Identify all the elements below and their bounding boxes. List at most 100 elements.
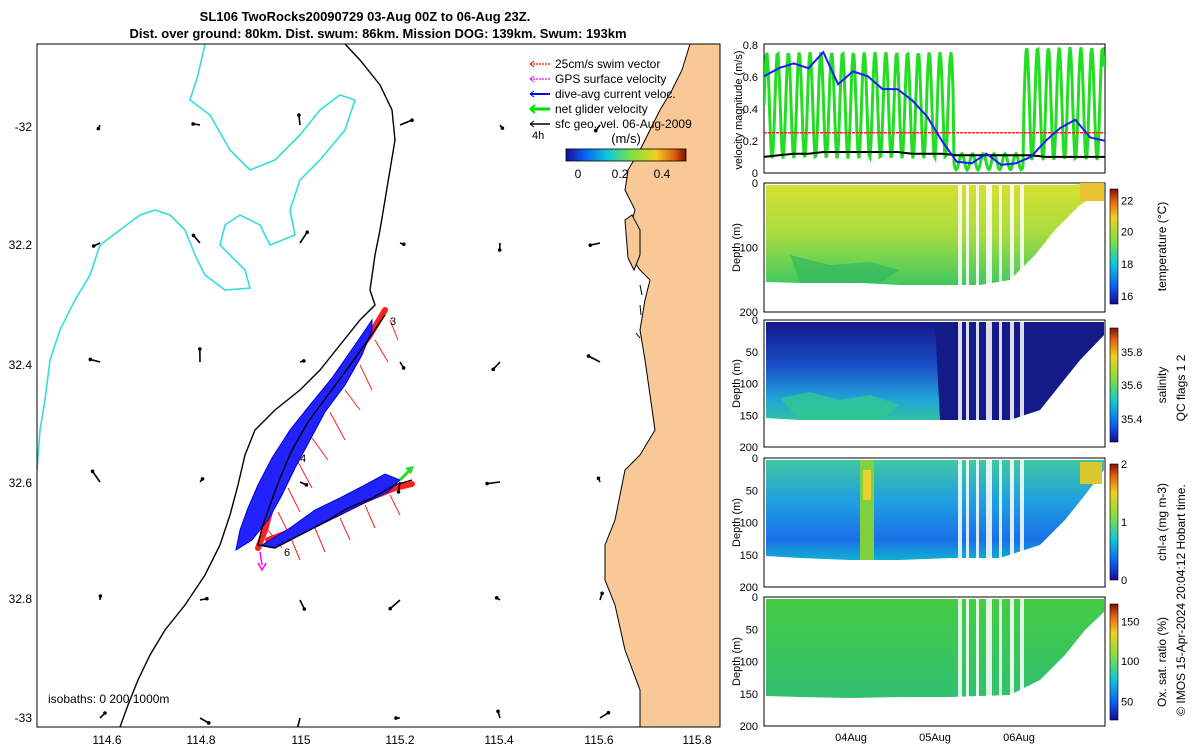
geo-arrow-tip: [302, 359, 306, 363]
velocity-panel: 0 0.2 0.4 0.6 0.8 velocity magnitude (m/…: [733, 40, 1106, 180]
lat-tick: 32.6: [9, 476, 33, 490]
profile-colorbar: [1109, 188, 1119, 305]
data-gap: [966, 598, 969, 725]
current-vectors: [235, 318, 401, 552]
net-velocity-arrowhead: [405, 466, 414, 474]
map-lon-ticks: 114.6 114.8 115 115.2 115.4 115.6 115.8: [92, 733, 711, 747]
data-gap: [986, 321, 992, 446]
profile-oxygen: [763, 596, 1106, 727]
depth-ylabel: Depth (m): [731, 223, 743, 272]
geo-arrow-tip: [191, 233, 196, 238]
profile-label: chl-a (mg m-3): [1155, 483, 1169, 561]
net-velocity-arrow: [398, 468, 412, 482]
data-gap: [966, 321, 969, 446]
map-colorbar-label: (m/s): [611, 131, 641, 146]
data-gap: [999, 184, 1002, 311]
depth-tick: 150: [740, 689, 758, 701]
geo-arrow-tip: [103, 711, 107, 715]
data-gap: [1020, 321, 1024, 446]
depth-tick: 100: [740, 657, 758, 669]
depth-ylabel: Depth (m): [731, 637, 743, 686]
data-gap: [1020, 184, 1024, 311]
lon-tick: 114.8: [186, 733, 215, 747]
colorbar-tick: 35.4: [1121, 414, 1142, 426]
isobath-200m: [119, 44, 396, 727]
colorbar-tick: 2: [1121, 459, 1127, 471]
geo-arrow-tip: [304, 483, 309, 487]
profile-panels: [763, 182, 1106, 727]
depth-tick: 50: [746, 624, 758, 636]
colorbar-tick: 150: [1121, 616, 1139, 628]
map-colorbar-tick: 0.2: [612, 167, 629, 181]
data-gap: [999, 321, 1002, 446]
lon-tick: 115.8: [682, 733, 711, 747]
legend-label-current: dive-avg current veloc.: [555, 87, 676, 101]
track-marker-4h: 4h: [532, 130, 544, 142]
geo-arrow-tip: [191, 122, 195, 126]
depth-tick: 50: [746, 485, 758, 497]
depth-tick: 100: [740, 243, 758, 255]
geo-arrow: [299, 231, 308, 244]
geo-arrow-tip: [485, 481, 489, 486]
geo-arrow: [296, 717, 301, 727]
geo-arrow-tip: [593, 128, 598, 133]
map-panel: 3 4 6 4h 114.6 114.8 115 115.2 115.4 115…: [9, 43, 721, 747]
time-tick: 04Aug: [835, 732, 867, 744]
geo-arrow-tip: [494, 596, 499, 600]
data-gap: [976, 459, 979, 586]
geo-arrow-tip: [596, 476, 601, 481]
geo-arrow: [486, 481, 501, 485]
geo-arrow-tip: [96, 126, 101, 131]
data-gap: [999, 459, 1002, 586]
depth-tick: 150: [740, 550, 758, 562]
map-colorbar: [565, 148, 687, 162]
depth-tick: 0: [752, 453, 758, 465]
vel-ytick: 0.8: [743, 40, 758, 52]
profile-chla: [763, 457, 1106, 588]
geo-arrow-tip: [401, 366, 406, 370]
geo-arrow-tip: [394, 716, 398, 720]
map-colorbar-tick: 0: [575, 167, 582, 181]
data-gap: [1020, 459, 1024, 586]
profile-colorbar: [1109, 327, 1119, 443]
isobath-1000m: [37, 44, 357, 471]
data-gap: [1010, 459, 1014, 586]
geo-arrow-tip: [410, 118, 414, 122]
geo-arrow-tip: [305, 230, 310, 234]
vel-ylabel: velocity magnitude (m/s): [733, 50, 745, 169]
depth-tick: 150: [740, 410, 758, 422]
colorbar-tick: 50: [1121, 696, 1133, 708]
credit-text: © IMOS 15-Apr-2024 20:04:12 Hobart time.: [1174, 484, 1188, 716]
depth-tick: 0: [752, 592, 758, 604]
legend-label-geo: sfc geo. vel. 06-Aug-2009: [555, 117, 692, 131]
data-gap: [986, 184, 992, 311]
colorbar-tick: 0: [1121, 575, 1127, 587]
geostrophic-velocity-arrows: [88, 113, 611, 727]
profile-patch: [790, 255, 900, 283]
legend-label-swim: 25cm/s swim vector: [555, 57, 660, 71]
depth-tick: 200: [740, 721, 758, 733]
depth-ylabel: Depth (m): [731, 359, 743, 408]
map-background: [37, 44, 720, 727]
swim-vector-fringe: [267, 319, 401, 561]
colorbar-tick: 100: [1121, 656, 1139, 668]
legend-arrowhead-net: [529, 104, 536, 114]
colorbar-tick: 22: [1121, 196, 1133, 208]
geo-arrow-tip: [205, 596, 209, 601]
title-line-2: Dist. over ground: 80km. Dist. swum: 86k…: [129, 26, 626, 41]
depth-tick: 50: [746, 347, 758, 359]
geo-arrow-tip: [302, 607, 307, 611]
data-gap: [986, 459, 992, 586]
data-gap: [976, 321, 979, 446]
geo-arrow-tip: [588, 243, 593, 247]
geo-arrow-tip: [206, 721, 211, 725]
profile-warm-patch: [1080, 183, 1104, 201]
colorbar-tick: 1: [1121, 517, 1127, 529]
profile-fill: [766, 599, 1104, 698]
legend-label-gps: GPS surface velocity: [555, 72, 666, 86]
colorbar-tick: 20: [1121, 227, 1133, 239]
depth-tick: 100: [740, 379, 758, 391]
lon-tick: 114.6: [92, 733, 121, 747]
